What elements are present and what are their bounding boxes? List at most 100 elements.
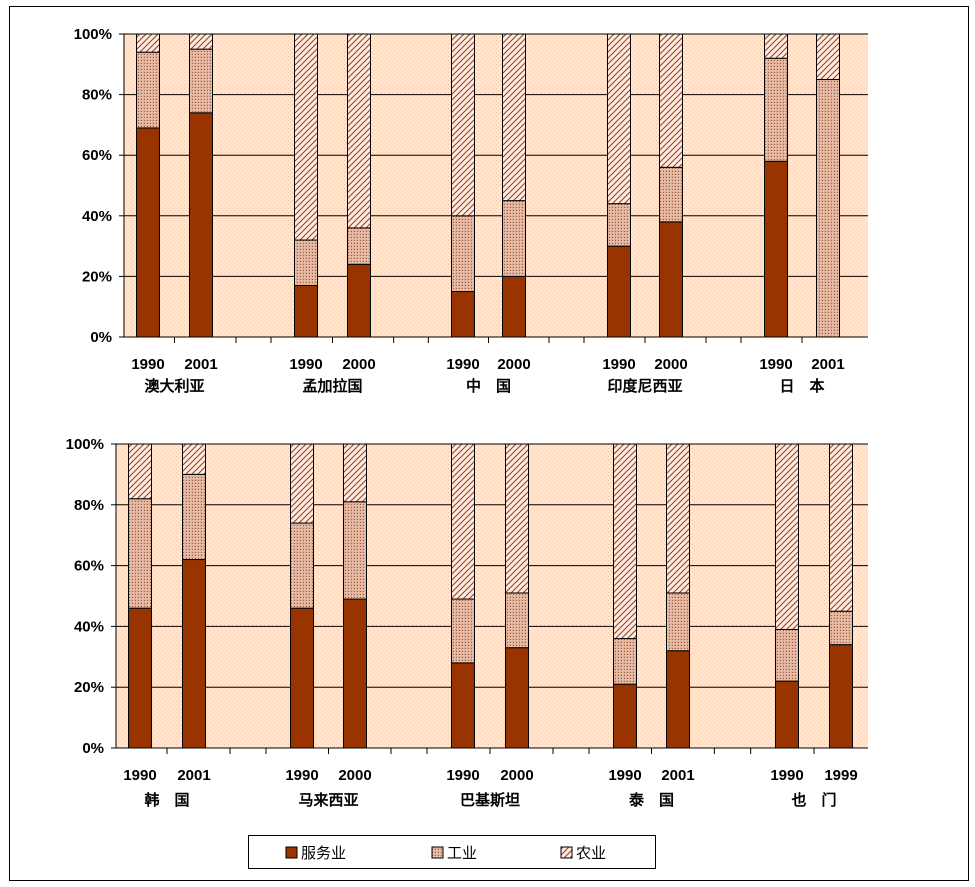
bar-segment-services [128,607,152,749]
x-category-label: 中 国 [466,377,511,395]
bar-segment-industry [189,48,213,114]
bar-segment-industry [666,592,690,652]
bar-segment-services [502,275,526,338]
bar-segment-agriculture [136,33,160,53]
legend-item-industry: 工业 [431,844,477,862]
legend-item-agriculture: 农业 [560,844,606,862]
bar-segment-industry [451,598,475,664]
chart-1: 0% 20% 40% 60% 80% 100% 1990 2001 澳大利亚 1990 2000 孟加… [74,26,868,395]
x-category-label: 印度尼西亚 [607,377,682,395]
bar-segment-agriculture [816,33,840,80]
country-group: 1990 1999 也 门 [770,443,858,809]
x-year-label: 1990 [759,356,792,373]
bar-segment-agriculture [613,443,637,640]
x-year-label: 1990 [608,767,641,784]
bar-segment-agriculture [128,443,152,500]
plot-area [124,34,868,337]
y-tick-label: 0% [90,329,112,346]
bar-segment-industry [613,638,637,685]
bar-segment-agriculture [347,33,371,229]
bar-segment-industry [451,215,475,293]
bar-segment-industry [816,78,840,338]
bar-segment-agriculture [659,33,683,168]
x-year-label: 2000 [500,767,533,784]
bar-segment-agriculture [607,33,631,205]
legend-swatch [285,846,298,859]
x-year-label: 1990 [770,767,803,784]
x-year-label: 2000 [338,767,371,784]
country-group: 1990 2001 澳大利亚 [131,33,218,395]
y-tick-label: 20% [82,268,112,285]
legend-label: 农业 [576,844,606,862]
bar-segment-services [613,683,637,749]
bar-segment-industry [343,501,367,600]
bar-segment-industry [607,203,631,247]
country-group: 1990 2001 韩 国 [123,443,211,809]
y-tick-label: 80% [74,497,104,514]
country-group: 1990 2001 泰 国 [608,443,695,809]
bar-segment-agriculture [764,33,788,59]
x-year-label: 1990 [446,356,479,373]
x-year-label: 1990 [289,356,322,373]
x-year-label: 2001 [177,767,210,784]
country-group: 1990 2000 马来西亚 [285,443,372,809]
bar-segment-industry [502,200,526,277]
bar-segment-services [182,559,206,749]
bar-segment-services [347,263,371,338]
x-category-label: 马来西亚 [298,791,358,809]
y-tick-label: 60% [74,558,104,575]
bar-segment-agriculture [189,33,213,50]
bar-segment-services [294,284,318,338]
x-category-label: 巴基斯坦 [460,791,520,809]
bar-segment-services [451,291,475,338]
country-group: 1990 2000 孟加拉国 [289,33,376,395]
x-category-label: 孟加拉国 [302,377,362,395]
x-category-label: 澳大利亚 [144,377,204,395]
x-year-label: 2001 [184,356,217,373]
bar-segment-industry [829,610,853,646]
bar-segment-services [505,647,529,749]
bar-segment-services [451,662,475,749]
bar-segment-services [136,127,160,338]
legend-item-services: 服务业 [285,844,346,862]
y-tick-label: 60% [82,147,112,164]
bar-segment-industry [775,628,799,682]
bar-segment-agriculture [343,443,367,503]
x-category-label: 日 本 [779,377,824,395]
y-tick-label: 80% [82,87,112,104]
bar-segment-industry [136,51,160,129]
bar-segment-industry [290,522,314,609]
bar-segment-agriculture [505,443,529,594]
bar-segment-services [829,644,853,749]
bar-segment-agriculture [829,443,853,612]
legend-swatch [560,846,573,859]
y-tick-label: 0% [82,740,104,757]
x-year-label: 2001 [811,356,844,373]
bar-segment-agriculture [775,443,799,630]
bar-segment-services [666,650,690,749]
bar-segment-industry [294,239,318,286]
bar-segment-industry [347,227,371,265]
bar-segment-industry [764,57,788,162]
country-group: 1990 2001 日 本 [759,33,845,395]
bar-segment-agriculture [290,443,314,524]
chart-2: 0% 20% 40% 60% 80% 100% 1990 2001 韩 国 1990 2000 马来西… [66,436,868,809]
legend-label: 工业 [447,844,477,862]
x-year-label: 1990 [602,356,635,373]
bar-segment-agriculture [182,443,206,475]
x-category-label: 泰 国 [628,791,674,809]
y-tick-label: 20% [74,679,104,696]
x-year-label: 1990 [123,767,156,784]
x-year-label: 1999 [824,767,857,784]
x-category-label: 韩 国 [144,791,189,809]
y-tick-label: 40% [82,208,112,225]
bar-segment-industry [659,166,683,223]
bar-segment-services [607,245,631,338]
y-tick-label: 100% [66,436,104,453]
x-year-label: 1990 [131,356,164,373]
bar-segment-services [775,680,799,749]
bar-segment-agriculture [451,33,475,217]
bar-segment-services [290,607,314,749]
bar-segment-industry [182,473,206,561]
